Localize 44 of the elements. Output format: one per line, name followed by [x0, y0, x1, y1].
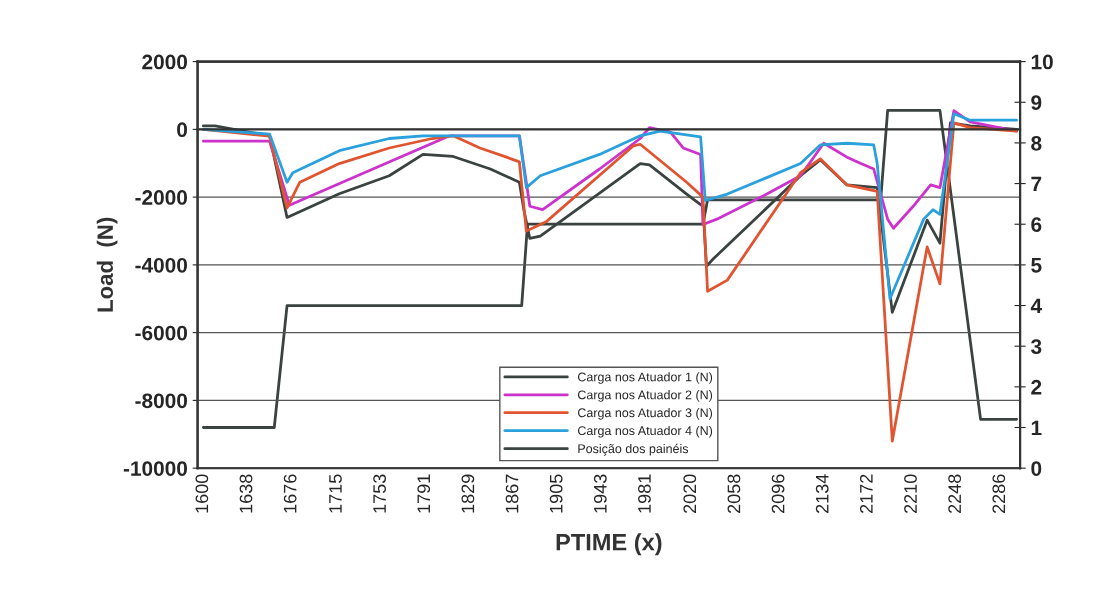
legend-label: Carga nos Atuador 1 (N) — [577, 372, 713, 384]
y2-tick-label: 2 — [1031, 379, 1042, 395]
x-tick-label: 1600 — [195, 474, 209, 513]
x-tick-label: 2020 — [683, 474, 697, 513]
x-tick-label: 1867 — [505, 474, 519, 513]
x-tick-label: 1676 — [283, 474, 297, 513]
y2-tick-label: 8 — [1031, 135, 1042, 151]
x-tick-label: 2134 — [815, 474, 829, 513]
y-tick-label: 0 — [177, 122, 187, 138]
x-axis-title: PTIME (x) — [556, 533, 662, 556]
y2-tick-label: 1 — [1031, 420, 1042, 436]
x-tick-label: 1905 — [549, 474, 563, 513]
y-axis-title: Load (N) — [96, 217, 118, 312]
y2-tick-label: 6 — [1031, 217, 1042, 232]
y-tick-label: -6000 — [135, 325, 188, 341]
x-tick-label: 1753 — [373, 474, 386, 513]
y2-tick-label: 4 — [1030, 298, 1042, 314]
y-tick-label: -2000 — [135, 190, 188, 205]
x-tick-label: 1715 — [329, 474, 342, 513]
x-tick-label: 2096 — [771, 474, 785, 513]
x-tick-label: 1981 — [638, 474, 651, 513]
y2-tick-label: 10 — [1031, 54, 1053, 70]
y2-tick-label: 0 — [1031, 461, 1042, 476]
x-tick-label: 1943 — [593, 474, 607, 513]
y-tick-label: -10000 — [123, 461, 188, 476]
y2-tick-label: 3 — [1030, 339, 1042, 354]
y-tick-label: -4000 — [135, 257, 188, 273]
y2-tick-label: 5 — [1031, 258, 1042, 273]
x-tick-label: 2058 — [727, 474, 741, 513]
x-tick-label: 2210 — [904, 474, 917, 513]
legend-label: Carga nos Atuador 4 (N) — [577, 425, 713, 438]
x-tick-label: 1791 — [417, 474, 431, 513]
x-tick-label: 2172 — [859, 474, 873, 513]
x-tick-label: 2286 — [992, 474, 1006, 513]
x-tick-label: 1638 — [239, 474, 253, 513]
legend-label: Carga nos Atuador 2 (N) — [577, 390, 713, 402]
y-tick-label: -8000 — [135, 393, 188, 409]
y-tick-label: 2000 — [142, 54, 188, 70]
x-tick-label: 2248 — [948, 474, 962, 513]
y2-tick-label: 9 — [1031, 95, 1042, 111]
y2-tick-label: 7 — [1031, 176, 1042, 192]
legend-label: Posição dos painéis — [578, 443, 689, 456]
x-tick-label: 1829 — [461, 474, 475, 513]
legend-label: Carga nos Atuador 3 (N) — [577, 408, 713, 420]
